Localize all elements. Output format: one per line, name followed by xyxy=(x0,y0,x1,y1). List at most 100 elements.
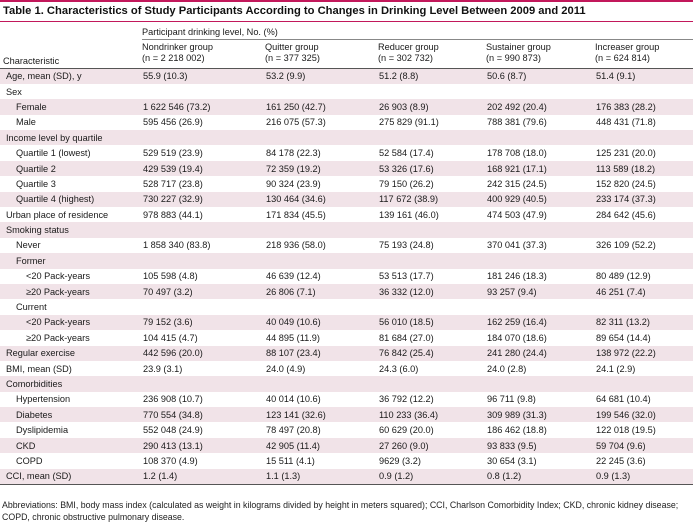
table-row: Current xyxy=(0,299,693,314)
cell-value: 15 511 (4.1) xyxy=(266,455,315,466)
row-label: Former xyxy=(16,255,46,266)
cell-value: 81 684 (27.0) xyxy=(379,332,434,343)
cell-value xyxy=(595,130,693,145)
cell-value: 978 883 (44.1) xyxy=(143,209,203,220)
cell-value: 42 905 (11.4) xyxy=(266,440,320,451)
cell-value: 89 654 (14.4) xyxy=(596,332,651,343)
table-row: Male 595 456 (26.9) 216 075 (57.3) 275 829 … xyxy=(0,115,693,130)
row-label: Current xyxy=(16,302,47,313)
cell-value: 448 431 (71.8) xyxy=(596,117,656,128)
cell-value xyxy=(378,253,486,268)
cell-value: 90 324 (23.9) xyxy=(266,178,321,189)
cell-value: 9629 (3.2) xyxy=(379,455,421,466)
row-label: CKD xyxy=(16,440,36,451)
cell-value xyxy=(265,130,378,145)
table-row: Sex xyxy=(0,84,693,99)
cell-value xyxy=(595,376,693,391)
cell-value: 528 717 (23.8) xyxy=(143,178,203,189)
cell-value: 181 246 (18.3) xyxy=(487,271,547,282)
table-row: Dyslipidemia 552 048 (24.9) 78 497 (20.8) 6… xyxy=(0,422,693,437)
cell-value: 50.6 (8.7) xyxy=(487,71,527,82)
table-row: Former xyxy=(0,253,693,269)
cell-value: 162 259 (16.4) xyxy=(487,317,547,328)
cell-value: 1.1 (1.3) xyxy=(266,471,301,482)
cell-value: 93 257 (9.4) xyxy=(487,286,537,297)
cell-value: 79 152 (3.6) xyxy=(143,317,193,328)
group-name: Sustainer group xyxy=(486,42,551,52)
cell-value xyxy=(142,253,265,268)
cell-value xyxy=(486,222,595,237)
table-row: Income level by quartile xyxy=(0,130,693,146)
cell-value xyxy=(265,376,378,391)
characteristic-header: Characteristic xyxy=(3,56,60,66)
cell-value: 370 041 (37.3) xyxy=(487,240,547,251)
cell-value: 123 141 (32.6) xyxy=(266,409,326,420)
cell-value: 290 413 (13.1) xyxy=(143,440,203,451)
cell-value xyxy=(486,130,595,145)
row-label: CCI, mean (SD) xyxy=(6,471,72,482)
cell-value xyxy=(378,299,486,314)
table-row: Diabetes 770 554 (34.8) 123 141 (32.6) 110 … xyxy=(0,407,693,423)
group-name: Nondrinker group xyxy=(142,42,213,52)
cell-value xyxy=(595,253,693,268)
characteristics-table: Characteristic Participant drinking leve… xyxy=(0,24,693,485)
table-row: Smoking status xyxy=(0,222,693,238)
cell-value: 56 010 (18.5) xyxy=(379,317,434,328)
row-label: Quartile 4 (highest) xyxy=(16,194,95,205)
row-label: Quartile 3 xyxy=(16,178,56,189)
group-name: Quitter group xyxy=(265,42,319,52)
cell-value: 93 833 (9.5) xyxy=(487,440,537,451)
cell-value xyxy=(595,84,693,99)
table-row: Never 1 858 340 (83.8) 218 936 (58.0) 75 19… xyxy=(0,238,693,253)
cell-value: 138 972 (22.2) xyxy=(596,348,656,359)
group-header: Quitter group (n = 377 325) xyxy=(265,40,378,69)
row-label: Hypertension xyxy=(16,394,71,405)
cell-value: 53 513 (17.7) xyxy=(379,271,434,282)
cell-value: 202 492 (20.4) xyxy=(487,101,547,112)
cell-value xyxy=(486,299,595,314)
row-label: Diabetes xyxy=(16,409,53,420)
cell-value: 105 598 (4.8) xyxy=(143,271,198,282)
cell-value xyxy=(142,376,265,391)
cell-value xyxy=(378,84,486,99)
row-label: Male xyxy=(16,117,36,128)
cell-value xyxy=(378,130,486,145)
group-count: (n = 624 814) xyxy=(595,53,650,63)
row-label: Income level by quartile xyxy=(6,132,103,143)
row-label: Urban place of residence xyxy=(6,209,109,220)
cell-value: 79 150 (26.2) xyxy=(379,178,434,189)
cell-value: 400 929 (40.5) xyxy=(487,194,547,205)
table-footnote: Abbreviations: BMI, body mass index (cal… xyxy=(2,500,679,522)
cell-value: 429 539 (19.4) xyxy=(143,163,203,174)
cell-value: 770 554 (34.8) xyxy=(143,409,203,420)
cell-value: 60 629 (20.0) xyxy=(379,425,434,436)
group-header: Reducer group (n = 302 732) xyxy=(378,40,486,69)
row-label: Regular exercise xyxy=(6,348,75,359)
cell-value xyxy=(486,376,595,391)
cell-value: 199 546 (32.0) xyxy=(596,409,656,420)
cell-value: 78 497 (20.8) xyxy=(266,425,321,436)
cell-value: 113 589 (18.2) xyxy=(596,163,656,174)
cell-value: 22 245 (3.6) xyxy=(596,455,646,466)
cell-value: 161 250 (42.7) xyxy=(266,101,326,112)
table-row: Regular exercise 442 596 (20.0) 88 107 (23… xyxy=(0,345,693,361)
cell-value: 40 049 (10.6) xyxy=(266,317,321,328)
cell-value: 24.1 (2.9) xyxy=(596,363,636,374)
cell-value: 309 989 (31.3) xyxy=(487,409,547,420)
row-label: Sex xyxy=(6,86,22,97)
cell-value: 23.9 (3.1) xyxy=(143,363,183,374)
cell-value: 0.9 (1.2) xyxy=(379,471,414,482)
cell-value: 75 193 (24.8) xyxy=(379,240,434,251)
cell-value: 53.2 (9.9) xyxy=(266,71,306,82)
cell-value: 117 672 (38.9) xyxy=(379,194,439,205)
cell-value: 139 161 (46.0) xyxy=(379,209,439,220)
cell-value: 552 048 (24.9) xyxy=(143,425,203,436)
cell-value: 1 622 546 (73.2) xyxy=(143,101,211,112)
group-header: Sustainer group (n = 990 873) xyxy=(486,40,595,69)
cell-value xyxy=(142,299,265,314)
cell-value: 84 178 (22.3) xyxy=(266,148,321,159)
cell-value: 26 903 (8.9) xyxy=(379,101,429,112)
row-label: Smoking status xyxy=(6,225,69,236)
cell-value: 55.9 (10.3) xyxy=(143,71,188,82)
